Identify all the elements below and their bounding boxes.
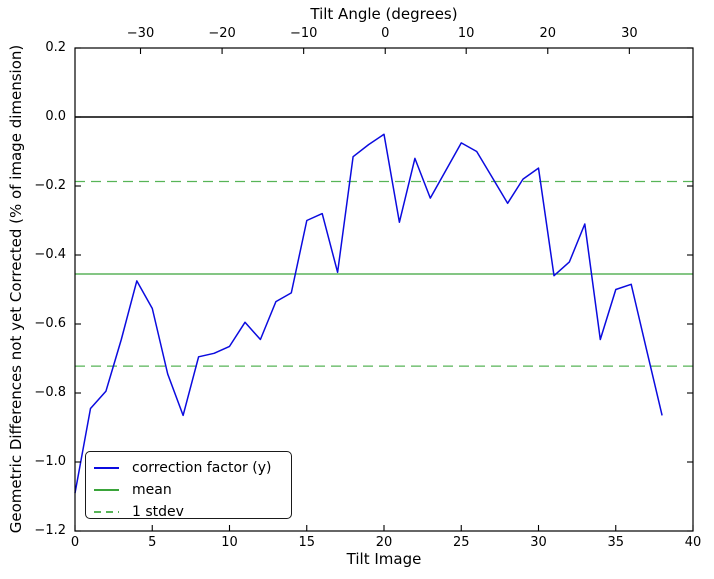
legend-label: mean xyxy=(132,482,172,498)
legend-swatch-green-line xyxy=(94,489,119,491)
correction-factor-line xyxy=(74,133,663,494)
x-tick-label: 15 xyxy=(298,535,316,550)
top-axis-tick-label: 0 xyxy=(381,26,390,41)
legend-entry-correction-factor: correction factor (y) xyxy=(86,457,291,479)
y-tick-label: −0.4 xyxy=(34,247,66,262)
y-tick-label: −1.0 xyxy=(34,454,66,469)
top-axis-tick-label: −10 xyxy=(289,26,318,41)
top-axis-tick-label: −20 xyxy=(208,26,236,41)
legend-label: 1 stdev xyxy=(132,504,184,520)
legend-label: correction factor (y) xyxy=(132,460,272,476)
legend-swatch-blue-line xyxy=(94,467,119,469)
x-tick-label: 30 xyxy=(530,535,547,550)
x-tick-label: 25 xyxy=(452,535,470,550)
x-axis-label: Tilt Image xyxy=(346,550,422,568)
top-axis-tick-label: 20 xyxy=(539,26,557,41)
legend-entry-stdev: 1 stdev xyxy=(86,501,291,523)
top-axis-tick-label: 10 xyxy=(457,26,475,41)
y-tick-label: 0.0 xyxy=(45,109,66,124)
x-tick-label: 0 xyxy=(70,535,80,550)
y-tick-label: −0.2 xyxy=(34,178,66,193)
legend: correction factor (y) mean 1 stdev xyxy=(85,451,292,520)
x-tick-label: 10 xyxy=(221,535,238,550)
x-tick-label: 5 xyxy=(148,535,157,550)
x-tick-label: 35 xyxy=(607,535,625,550)
top-axis-tick-label: −30 xyxy=(126,26,155,41)
y-tick-label: 0.2 xyxy=(45,40,66,55)
top-axis-tick-label: 30 xyxy=(621,26,638,41)
x-tick-label: 40 xyxy=(684,535,702,550)
top-axis-label: Tilt Angle (degrees) xyxy=(310,5,458,23)
y-tick-label: −1.2 xyxy=(34,523,66,538)
x-tick-label: 20 xyxy=(375,535,393,550)
y-tick-label: −0.8 xyxy=(34,385,66,400)
y-tick-label: −0.6 xyxy=(34,316,66,331)
legend-swatch-green-dashed-line xyxy=(94,511,119,513)
legend-entry-mean: mean xyxy=(86,479,291,501)
